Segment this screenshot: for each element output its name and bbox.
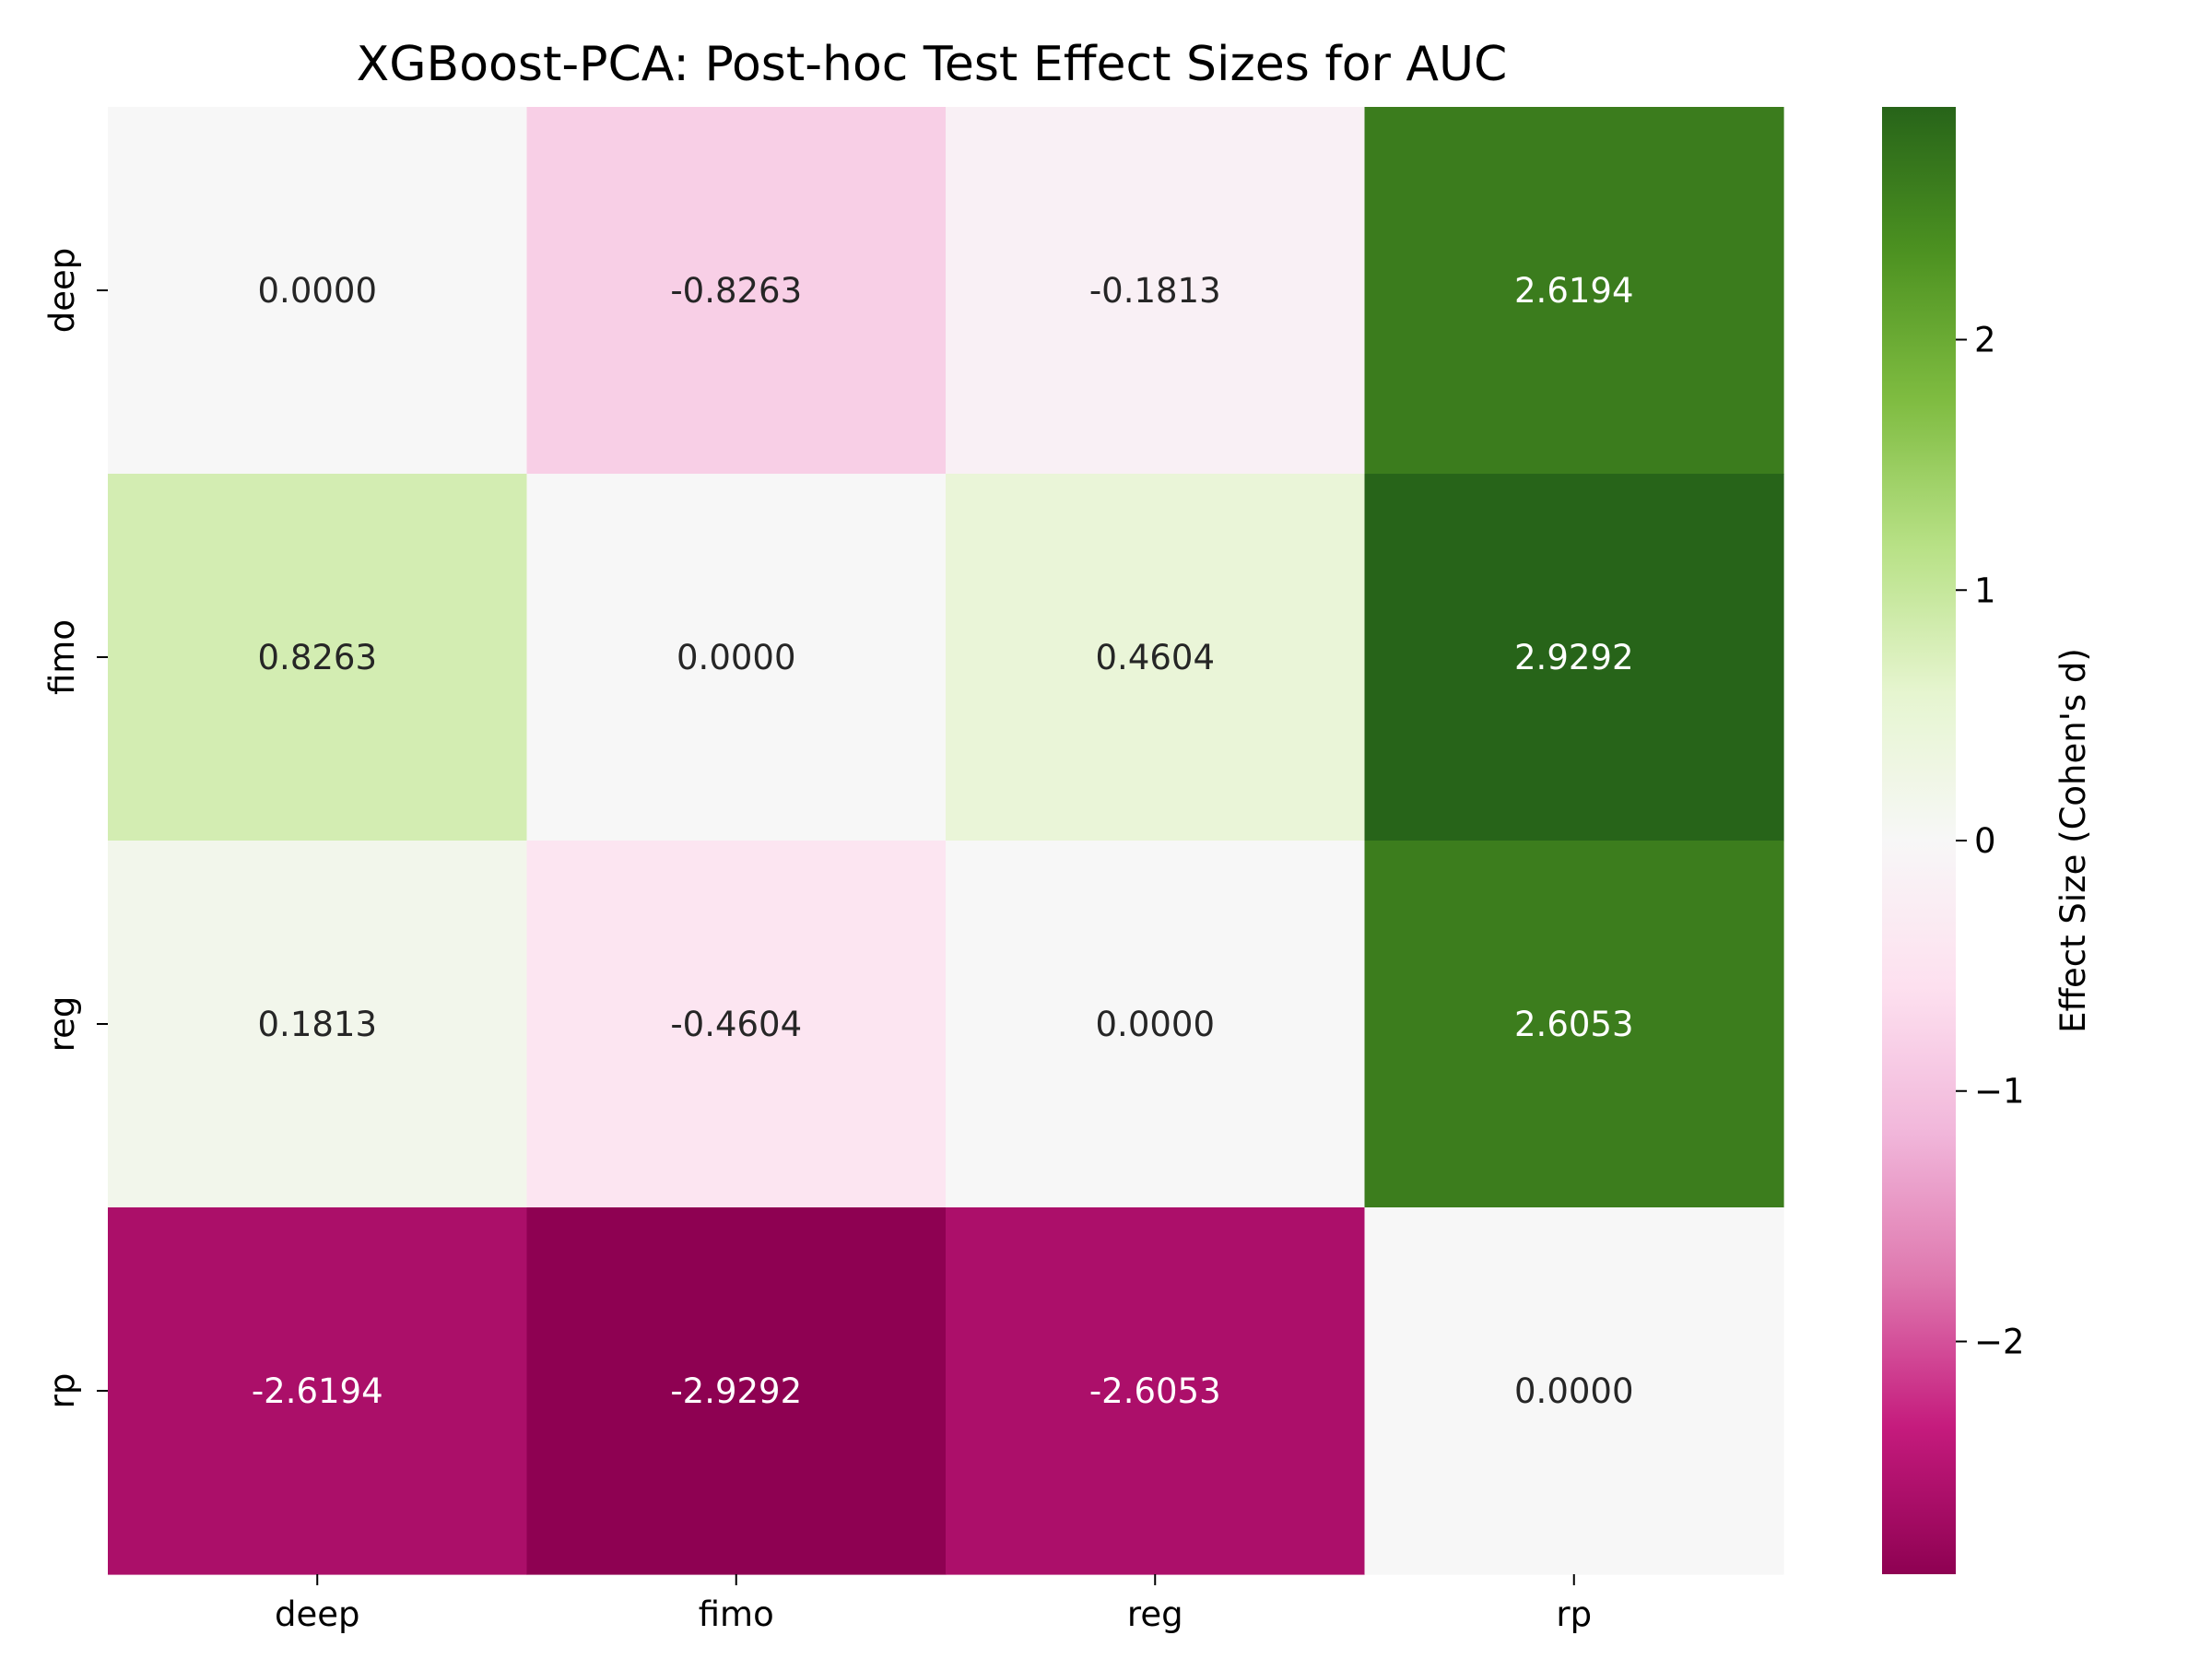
heatmap-cell [526, 841, 947, 1208]
heatmap-cell [108, 1207, 528, 1575]
x-tick-label: reg [1127, 1594, 1183, 1634]
y-tick-label: reg [42, 996, 82, 1053]
cell-value-label: -2.9292 [670, 1371, 802, 1411]
heatmap-cell [1364, 474, 1784, 841]
colorbar: 2 1 0 −1 −2 Effect Size (Cohen's d) [1882, 107, 2093, 1574]
y-tick-label: fimo [42, 619, 82, 695]
cell-value-label: 2.6053 [1514, 1005, 1633, 1044]
chart-title: XGBoost-PCA: Post-hoc Test Effect Sizes … [357, 37, 1508, 92]
colorbar-tick-label: −2 [1974, 1322, 2025, 1361]
heatmap-cell [108, 107, 528, 475]
heatmap-cell [526, 107, 947, 475]
x-tick-label: deep [275, 1594, 360, 1634]
cell-value-label: -0.1813 [1089, 271, 1221, 311]
cell-value-label: 0.1813 [258, 1005, 377, 1044]
cell-value-label: 2.9292 [1514, 638, 1633, 677]
cell-value-label: -0.4604 [670, 1005, 802, 1044]
colorbar-tick-label: 2 [1974, 321, 1996, 360]
cell-value-label: 0.0000 [1096, 1005, 1215, 1044]
heatmap-cell [1364, 107, 1784, 475]
heatmap-cell [946, 474, 1366, 841]
heatmap-cell [946, 841, 1366, 1208]
y-tick-label: rp [42, 1373, 82, 1409]
x-tick-label: rp [1556, 1594, 1592, 1634]
x-tick-label: fimo [699, 1594, 774, 1634]
heatmap-cell [1364, 1207, 1784, 1575]
x-axis: deep fimo reg rp [275, 1574, 1592, 1634]
cell-value-label: 0.4604 [1096, 638, 1215, 677]
cell-value-label: -2.6194 [252, 1371, 383, 1411]
heatmap-cell [1364, 841, 1784, 1208]
cell-value-label: 0.0000 [677, 638, 795, 677]
colorbar-label: Effect Size (Cohen's d) [2053, 648, 2093, 1033]
colorbar-tick-label: 0 [1974, 821, 1996, 861]
cell-value-label: 0.0000 [1514, 1371, 1633, 1411]
cell-value-label: -0.8263 [670, 271, 802, 311]
cell-value-label: -2.6053 [1089, 1371, 1221, 1411]
cell-value-label: 0.0000 [258, 271, 377, 311]
y-tick-label: deep [42, 248, 82, 334]
colorbar-gradient [1882, 107, 1956, 1574]
heatmap-cells [108, 107, 1784, 1575]
heatmap-cell [946, 1207, 1366, 1575]
y-axis: deep fimo reg rp [42, 248, 108, 1409]
heatmap-cell [946, 107, 1366, 475]
colorbar-tick-label: −1 [1974, 1072, 2025, 1112]
colorbar-tick-label: 1 [1974, 571, 1996, 610]
heatmap-cell [108, 474, 528, 841]
cell-value-label: 2.6194 [1514, 271, 1633, 311]
heatmap-cell [526, 1207, 947, 1575]
colorbar-ticks: 2 1 0 −1 −2 [1956, 321, 2025, 1361]
heatmap-cell [526, 474, 947, 841]
heatmap-cell-labels: 0.0000 -0.8263 -0.1813 2.6194 0.8263 0.0000 0.… [252, 271, 1634, 1411]
cell-value-label: 0.8263 [258, 638, 377, 677]
heatmap-cell [108, 841, 528, 1208]
